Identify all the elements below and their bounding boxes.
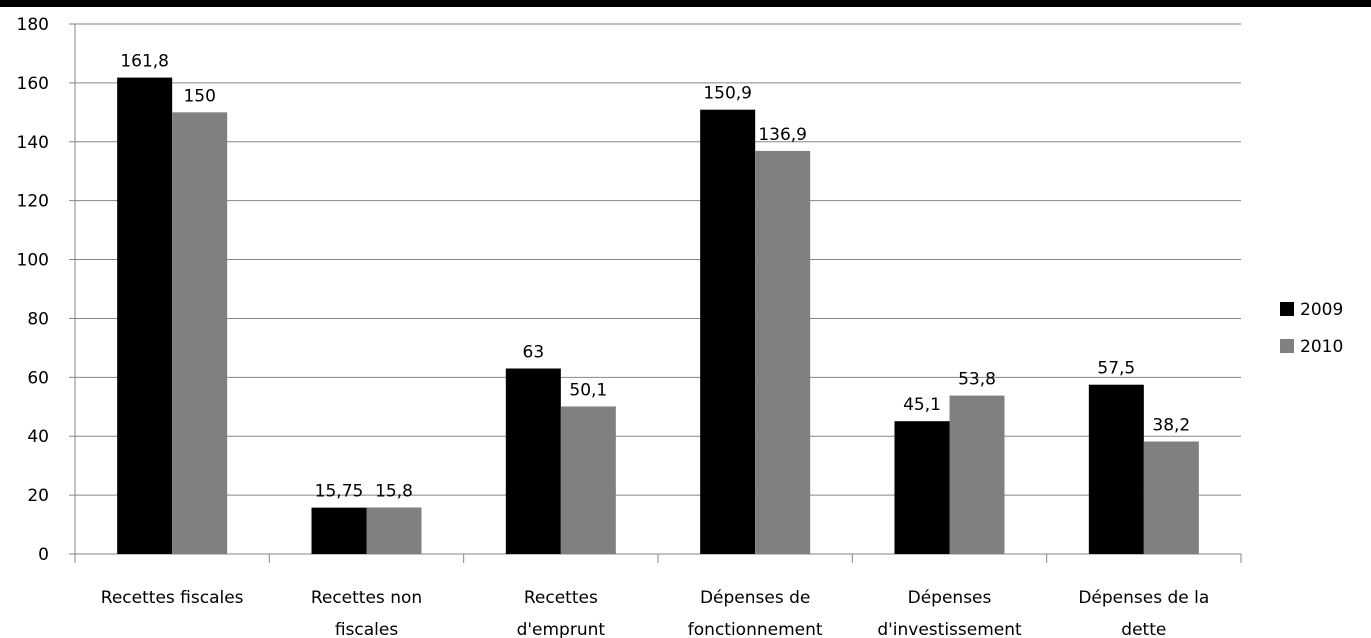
data-label-2009: 57,5 bbox=[1097, 359, 1135, 379]
x-category-label: Recettes bbox=[524, 588, 598, 608]
x-category-label: Dépenses de la bbox=[1078, 588, 1209, 608]
y-tick-label: 120 bbox=[17, 192, 49, 212]
bar-2009 bbox=[700, 109, 756, 554]
y-tick-label: 60 bbox=[27, 368, 49, 388]
y-tick-label: 180 bbox=[17, 15, 49, 35]
legend-swatch-2009 bbox=[1280, 302, 1294, 316]
y-tick-label: 100 bbox=[17, 251, 49, 271]
x-category-label: d'investissement bbox=[877, 620, 1022, 638]
data-label-2010: 150 bbox=[183, 86, 215, 106]
bar-2010 bbox=[172, 112, 228, 554]
bar-2009 bbox=[894, 421, 950, 554]
x-category-label: Dépenses bbox=[908, 588, 992, 608]
x-category-label: fonctionnement bbox=[688, 620, 823, 638]
legend-label: 2010 bbox=[1300, 337, 1343, 357]
data-label-2009: 150,9 bbox=[703, 84, 752, 104]
y-tick-label: 80 bbox=[27, 309, 49, 329]
x-category-label: Recettes fiscales bbox=[101, 588, 244, 608]
x-category-label: fiscales bbox=[335, 620, 399, 638]
data-label-2010: 136,9 bbox=[758, 125, 807, 145]
x-category-label: d'emprunt bbox=[517, 620, 606, 638]
data-label-2009: 161,8 bbox=[120, 52, 169, 72]
bar-2010 bbox=[1143, 441, 1199, 554]
y-tick-label: 20 bbox=[27, 486, 49, 506]
legend-label: 2009 bbox=[1300, 300, 1343, 320]
x-category-label: dette bbox=[1121, 620, 1166, 638]
bar-2010 bbox=[366, 507, 422, 554]
data-label-2010: 53,8 bbox=[958, 370, 996, 390]
bar-2010 bbox=[755, 150, 811, 554]
bar-2009 bbox=[505, 368, 561, 554]
bar-2009 bbox=[117, 77, 173, 554]
bar-2010 bbox=[949, 395, 1005, 554]
x-category-label: Dépenses de bbox=[700, 588, 810, 608]
data-label-2009: 63 bbox=[523, 343, 545, 363]
data-label-2010: 15,8 bbox=[375, 481, 413, 501]
bar-2009 bbox=[1088, 384, 1144, 554]
y-tick-label: 0 bbox=[38, 545, 49, 565]
top-border-rule bbox=[0, 0, 1371, 7]
y-tick-label: 140 bbox=[17, 133, 49, 153]
data-label-2010: 38,2 bbox=[1152, 416, 1190, 436]
data-label-2009: 15,75 bbox=[315, 482, 364, 502]
data-label-2009: 45,1 bbox=[903, 395, 941, 415]
bar-2009 bbox=[311, 507, 367, 554]
y-tick-label: 40 bbox=[27, 427, 49, 447]
legend-swatch-2010 bbox=[1280, 339, 1294, 353]
data-label-2010: 50,1 bbox=[569, 380, 607, 400]
x-category-label: Recettes non bbox=[311, 588, 422, 608]
y-tick-label: 160 bbox=[17, 74, 49, 94]
bar-2010 bbox=[560, 406, 616, 554]
